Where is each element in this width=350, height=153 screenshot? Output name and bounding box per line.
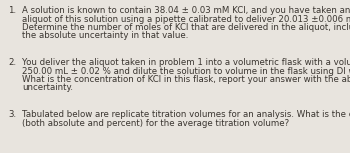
- Text: What is the concentration of KCl in this flask, report your answer with the abso: What is the concentration of KCl in this…: [22, 75, 350, 84]
- Text: A solution is known to contain 38.04 ± 0.03 mM KCl, and you have taken an: A solution is known to contain 38.04 ± 0…: [22, 6, 350, 15]
- Text: aliquot of this solution using a pipette calibrated to deliver 20.013 ±0.006 mL.: aliquot of this solution using a pipette…: [22, 15, 350, 24]
- Text: 250.00 mL ± 0.02 % and dilute the solution to volume in the flask using DI water: 250.00 mL ± 0.02 % and dilute the soluti…: [22, 67, 350, 75]
- Text: 3.: 3.: [8, 110, 16, 119]
- Text: (both absolute and percent) for the average titration volume?: (both absolute and percent) for the aver…: [22, 119, 289, 127]
- Text: the absolute uncertainty in that value.: the absolute uncertainty in that value.: [22, 32, 188, 41]
- Text: You deliver the aliquot taken in problem 1 into a volumetric flask with a volume: You deliver the aliquot taken in problem…: [22, 58, 350, 67]
- Text: 2.: 2.: [8, 58, 16, 67]
- Text: 1.: 1.: [8, 6, 16, 15]
- Text: Tabulated below are replicate titration volumes for an analysis. What is the err: Tabulated below are replicate titration …: [22, 110, 350, 119]
- Text: Determine the number of moles of KCl that are delivered in the aliquot, includin: Determine the number of moles of KCl tha…: [22, 23, 350, 32]
- Text: uncertainty.: uncertainty.: [22, 84, 73, 93]
